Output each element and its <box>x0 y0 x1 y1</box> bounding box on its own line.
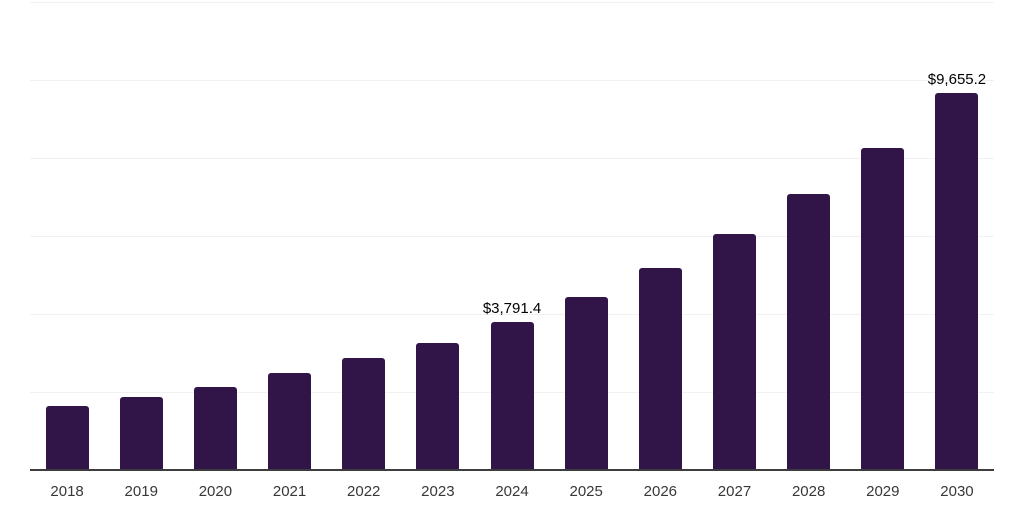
bar-2021 <box>268 372 312 470</box>
bar-2020 <box>193 386 237 470</box>
x-tick-label-2028: 2028 <box>791 483 826 500</box>
x-tick-label-2024: 2024 <box>495 483 529 500</box>
x-tick-label-2020: 2020 <box>198 483 233 500</box>
x-axis-tick-labels: 2018 2019 2020 2021 2022 2023 2024 2025 2026 2027… <box>30 483 994 500</box>
x-tick-label-2022: 2022 <box>347 483 381 500</box>
bars-group: $3,791.4 $9,655.2 <box>30 2 994 470</box>
bar-2023 <box>416 343 460 470</box>
bar-2022 <box>342 357 386 470</box>
gridline <box>30 2 994 3</box>
bar-band-2027 <box>697 2 771 470</box>
x-tick-label-2029: 2029 <box>866 483 900 500</box>
bar-band-2026 <box>623 2 697 470</box>
bar-band-2018 <box>30 2 104 470</box>
gridline <box>30 236 994 237</box>
data-label-2024: $3,791.4 <box>482 300 542 318</box>
bar-band-2021 <box>252 2 326 470</box>
bar-band-2023 <box>401 2 475 470</box>
data-label-2030: $9,655.2 <box>927 71 987 89</box>
x-tick-label-2025: 2025 <box>569 483 603 500</box>
gridline <box>30 80 994 81</box>
x-tick-label-2018: 2018 <box>50 483 84 500</box>
x-tick-label-2019: 2019 <box>124 483 158 500</box>
bar-2028 <box>787 194 831 470</box>
bar-2019 <box>119 396 163 470</box>
bar-band-2022 <box>327 2 401 470</box>
x-axis-line <box>30 469 994 471</box>
bar-2018 <box>45 405 89 470</box>
x-tick-label-2021: 2021 <box>272 483 307 500</box>
bar-band-2030: $9,655.2 <box>920 2 994 470</box>
bar-band-2028 <box>772 2 846 470</box>
bar-2030 <box>935 93 979 470</box>
plot-area: $3,791.4 $9,655.2 <box>30 2 994 471</box>
bar-2025 <box>564 297 608 470</box>
bar-2026 <box>638 268 682 470</box>
bar-2024 <box>490 322 534 470</box>
bar-band-2024: $3,791.4 <box>475 2 549 470</box>
x-tick-label-2027: 2027 <box>717 483 752 500</box>
bar-2029 <box>861 147 905 470</box>
bar-2027 <box>712 233 756 470</box>
bar-band-2020 <box>178 2 252 470</box>
bar-band-2029 <box>846 2 920 470</box>
x-tick-label-2023: 2023 <box>421 483 455 500</box>
gridline <box>30 314 994 315</box>
bar-band-2019 <box>104 2 178 470</box>
bar-band-2025 <box>549 2 623 470</box>
x-tick-label-2030: 2030 <box>940 483 974 500</box>
gridline <box>30 158 994 159</box>
x-tick-label-2026: 2026 <box>643 483 678 500</box>
